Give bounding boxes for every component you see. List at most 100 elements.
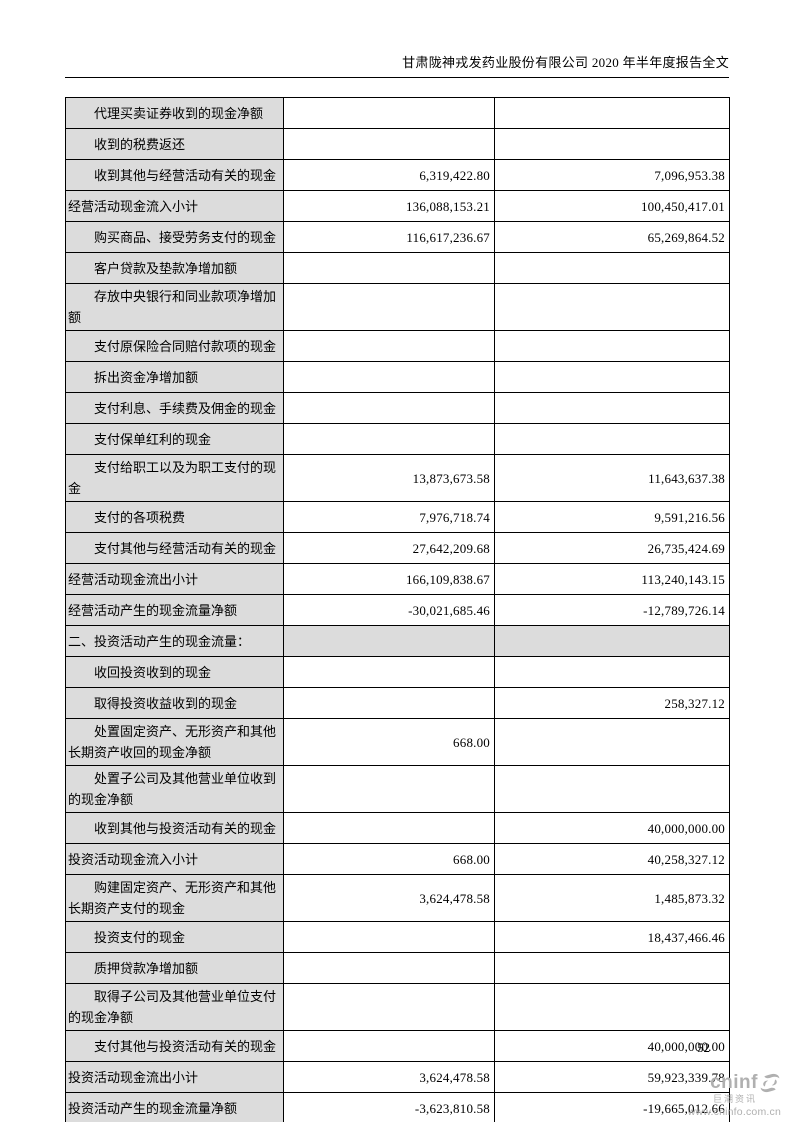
- value-prior-period: [494, 361, 730, 393]
- row-label: 质押贷款净增加额: [65, 952, 284, 984]
- table-row: 拆出资金净增加额: [65, 361, 730, 393]
- value-current-period: 13,873,673.58: [283, 454, 495, 502]
- table-row: 投资活动现金流出小计 3,624,478.58 59,923,339.78: [65, 1061, 730, 1093]
- cninfo-swirl-icon: [759, 1072, 781, 1094]
- value-current-period: [283, 812, 495, 844]
- value-prior-period: [494, 128, 730, 160]
- row-label: 购买商品、接受劳务支付的现金: [65, 221, 284, 253]
- row-label: 经营活动产生的现金流量净额: [65, 594, 284, 626]
- table-row: 经营活动产生的现金流量净额 -30,021,685.46 -12,789,726.1…: [65, 594, 730, 626]
- table-row: 投资活动产生的现金流量净额 -3,623,810.58 -19,665,012.66: [65, 1092, 730, 1122]
- value-current-period: [283, 423, 495, 455]
- value-prior-period: 65,269,864.52: [494, 221, 730, 253]
- table-row: 支付给职工以及为职工支付的现金 13,873,673.58 11,643,637.3…: [65, 454, 730, 502]
- row-label: 购建固定资产、无形资产和其他长期资产支付的现金: [65, 874, 284, 922]
- value-current-period: [283, 330, 495, 362]
- row-label: 投资活动现金流入小计: [65, 843, 284, 875]
- value-prior-period: [494, 423, 730, 455]
- value-prior-period: -19,665,012.66: [494, 1092, 730, 1122]
- table-row: 经营活动现金流出小计 166,109,838.67 113,240,143.15: [65, 563, 730, 595]
- row-label: 二、投资活动产生的现金流量：: [65, 625, 284, 657]
- row-label: 收到其他与经营活动有关的现金: [65, 159, 284, 191]
- cninfo-logo-wordmark: cninf: [688, 1072, 781, 1094]
- row-label: 投资活动现金流出小计: [65, 1061, 284, 1093]
- value-current-period: -3,623,810.58: [283, 1092, 495, 1122]
- value-current-period: [283, 97, 495, 129]
- value-current-period: [283, 252, 495, 284]
- table-row: 质押贷款净增加额: [65, 952, 730, 984]
- table-row: 支付原保险合同赔付款项的现金: [65, 330, 730, 362]
- value-prior-period: [494, 330, 730, 362]
- table-row: 处置固定资产、无形资产和其他长期资产收回的现金净额 668.00: [65, 718, 730, 766]
- value-prior-period: -12,789,726.14: [494, 594, 730, 626]
- value-current-period: 668.00: [283, 718, 495, 766]
- value-current-period: 116,617,236.67: [283, 221, 495, 253]
- value-current-period: [283, 983, 495, 1031]
- row-label: 支付原保险合同赔付款项的现金: [65, 330, 284, 362]
- cash-flow-table: 代理买卖证券收到的现金净额 收到的税费返还 收到其他与经营活动有关的现金 6,319,…: [65, 97, 730, 1122]
- row-label: 支付其他与经营活动有关的现金: [65, 532, 284, 564]
- value-prior-period: [494, 765, 730, 813]
- table-row: 取得子公司及其他营业单位支付的现金净额: [65, 983, 730, 1031]
- value-current-period: -30,021,685.46: [283, 594, 495, 626]
- row-label: 取得子公司及其他营业单位支付的现金净额: [65, 983, 284, 1031]
- value-prior-period: 113,240,143.15: [494, 563, 730, 595]
- section-row: 二、投资活动产生的现金流量：: [65, 625, 730, 657]
- value-prior-period: [494, 283, 730, 331]
- value-current-period: [283, 921, 495, 953]
- table-row: 投资支付的现金 18,437,466.46: [65, 921, 730, 953]
- table-row: 取得投资收益收到的现金 258,327.12: [65, 687, 730, 719]
- row-label: 取得投资收益收到的现金: [65, 687, 284, 719]
- value-prior-period: [494, 97, 730, 129]
- table-row: 支付保单红利的现金: [65, 423, 730, 455]
- value-current-period: [283, 1030, 495, 1062]
- value-prior-period: [494, 718, 730, 766]
- row-label: 处置固定资产、无形资产和其他长期资产收回的现金净额: [65, 718, 284, 766]
- table-row: 收到的税费返还: [65, 128, 730, 160]
- row-label: 经营活动现金流出小计: [65, 563, 284, 595]
- row-label: 收到的税费返还: [65, 128, 284, 160]
- value-prior-period: 40,258,327.12: [494, 843, 730, 875]
- value-current-period: [283, 952, 495, 984]
- value-prior-period: 40,000,000.00: [494, 1030, 730, 1062]
- value-prior-period: [494, 952, 730, 984]
- table-row: 支付利息、手续费及佣金的现金: [65, 392, 730, 424]
- row-label: 投资支付的现金: [65, 921, 284, 953]
- value-current-period: [283, 687, 495, 719]
- cninfo-logo-url: www.cninfo.com.cn: [687, 1105, 781, 1118]
- table-row: 收回投资收到的现金: [65, 656, 730, 688]
- row-label: 支付给职工以及为职工支付的现金: [65, 454, 284, 502]
- value-current-period: 27,642,209.68: [283, 532, 495, 564]
- value-prior-period: [494, 625, 730, 657]
- value-current-period: [283, 656, 495, 688]
- value-prior-period: [494, 392, 730, 424]
- table-row: 购建固定资产、无形资产和其他长期资产支付的现金 3,624,478.58 1,485…: [65, 874, 730, 922]
- cninfo-logo-brand-text: cninf: [710, 1071, 758, 1093]
- value-current-period: 668.00: [283, 843, 495, 875]
- value-current-period: 3,624,478.58: [283, 874, 495, 922]
- value-current-period: [283, 765, 495, 813]
- value-current-period: 7,976,718.74: [283, 501, 495, 533]
- row-label: 支付其他与投资活动有关的现金: [65, 1030, 284, 1062]
- row-label: 收回投资收到的现金: [65, 656, 284, 688]
- cninfo-logo-chinese-name: 巨潮资讯: [712, 1094, 757, 1104]
- table-row: 收到其他与投资活动有关的现金 40,000,000.00: [65, 812, 730, 844]
- row-label: 拆出资金净增加额: [65, 361, 284, 393]
- row-label: 处置子公司及其他营业单位收到的现金净额: [65, 765, 284, 813]
- value-current-period: [283, 128, 495, 160]
- cninfo-logo: cninf 巨潮资讯 www.cninfo.com.cn: [688, 1072, 781, 1118]
- value-prior-period: 11,643,637.38: [494, 454, 730, 502]
- value-current-period: [283, 283, 495, 331]
- table-row: 支付其他与投资活动有关的现金 40,000,000.00: [65, 1030, 730, 1062]
- value-prior-period: 7,096,953.38: [494, 159, 730, 191]
- table-row: 支付的各项税费 7,976,718.74 9,591,216.56: [65, 501, 730, 533]
- value-current-period: [283, 625, 495, 657]
- value-current-period: [283, 361, 495, 393]
- row-label: 投资活动产生的现金流量净额: [65, 1092, 284, 1122]
- table-row: 客户贷款及垫款净增加额: [65, 252, 730, 284]
- table-row: 处置子公司及其他营业单位收到的现金净额: [65, 765, 730, 813]
- value-current-period: 166,109,838.67: [283, 563, 495, 595]
- value-prior-period: 26,735,424.69: [494, 532, 730, 564]
- value-current-period: 3,624,478.58: [283, 1061, 495, 1093]
- row-label: 支付的各项税费: [65, 501, 284, 533]
